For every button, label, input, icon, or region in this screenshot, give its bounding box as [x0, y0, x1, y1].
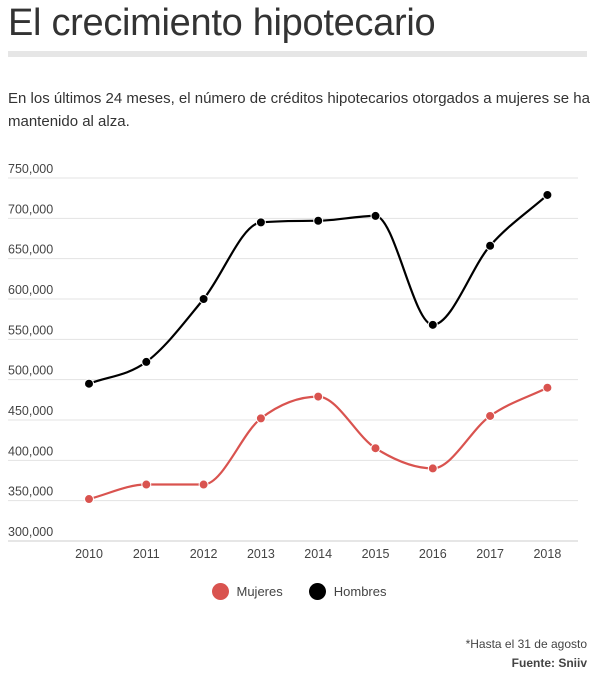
data-point-hombres	[141, 356, 152, 367]
y-tick-label: 700,000	[8, 202, 53, 216]
y-tick-label: 400,000	[8, 444, 53, 458]
legend-swatch-hombres	[308, 583, 326, 600]
data-point-hombres	[485, 240, 496, 251]
x-tick-label: 2015	[362, 547, 390, 561]
y-tick-label: 450,000	[8, 404, 53, 418]
data-point-mujeres	[198, 479, 209, 490]
chart-subtitle: En los últimos 24 meses, el número de cr…	[8, 90, 590, 130]
legend: Mujeres Hombres	[0, 583, 598, 600]
legend-item-mujeres[interactable]: Mujeres	[211, 583, 283, 600]
data-point-mujeres	[370, 443, 381, 454]
source-note: Fuente: Sniiv	[511, 656, 587, 670]
y-tick-label: 600,000	[8, 283, 53, 297]
x-tick-label: 2014	[304, 547, 332, 561]
x-axis: 2010 2011 2012 2013 2014 2015 2016 2017 2018	[75, 547, 561, 561]
y-tick-label: 350,000	[8, 485, 53, 499]
y-tick-label: 550,000	[8, 323, 53, 337]
data-point-mujeres	[542, 382, 553, 393]
x-tick-label: 2013	[247, 547, 275, 561]
y-axis: 300,000 350,000 400,000 450,000 500,000 550,0…	[8, 162, 53, 539]
x-tick-label: 2016	[419, 547, 447, 561]
data-point-hombres	[370, 210, 381, 221]
legend-swatch-mujeres	[211, 583, 229, 600]
y-tick-label: 500,000	[8, 364, 53, 378]
footnote: *Hasta el 31 de agosto	[465, 637, 587, 651]
data-point-hombres	[255, 217, 266, 228]
x-tick-label: 2010	[75, 547, 103, 561]
data-point-hombres	[427, 319, 438, 330]
title-divider	[8, 51, 587, 57]
data-point-hombres	[313, 215, 324, 226]
y-tick-label: 650,000	[8, 243, 53, 257]
y-tick-label: 750,000	[8, 162, 53, 176]
grid-lines	[8, 177, 578, 542]
data-point-mujeres	[255, 413, 266, 424]
x-tick-label: 2011	[133, 547, 160, 561]
x-tick-label: 2018	[533, 547, 561, 561]
data-point-hombres	[198, 294, 209, 304]
legend-label-mujeres: Mujeres	[236, 584, 283, 599]
series-layer	[84, 189, 553, 505]
data-point-mujeres	[427, 463, 438, 474]
data-point-mujeres	[84, 494, 94, 505]
series-line-hombres	[88, 194, 549, 385]
data-point-mujeres	[485, 410, 496, 421]
line-chart: 300,000 350,000 400,000 450,000 500,000 550,0…	[8, 162, 578, 561]
data-point-mujeres	[141, 479, 152, 490]
data-point-hombres	[84, 378, 94, 389]
data-point-mujeres	[313, 391, 324, 402]
x-tick-label: 2012	[190, 547, 218, 561]
legend-item-hombres[interactable]: Hombres	[308, 583, 387, 600]
series-line-mujeres	[88, 386, 548, 501]
legend-label-hombres: Hombres	[333, 584, 387, 599]
data-point-hombres	[542, 189, 553, 200]
chart-title: El crecimiento hipotecario	[8, 2, 436, 44]
y-tick-label: 300,000	[8, 525, 53, 539]
x-tick-label: 2017	[476, 547, 504, 561]
